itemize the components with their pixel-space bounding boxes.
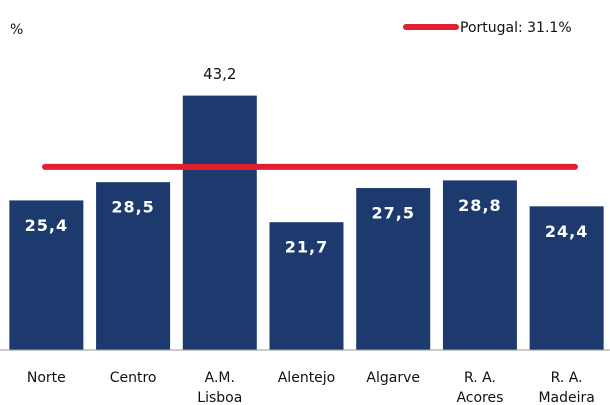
x-tick-label: R. A. Acores <box>456 370 503 405</box>
x-tick-label: Norte <box>27 370 66 386</box>
data-label: 25,4 <box>25 216 68 235</box>
data-label: 24,4 <box>545 222 588 241</box>
x-tick-label: Centro <box>110 370 157 386</box>
x-tick-label: Algarve <box>366 370 420 386</box>
bar <box>356 188 431 350</box>
data-label: 21,7 <box>285 238 328 257</box>
bar <box>442 180 517 350</box>
x-tick-label: Alentejo <box>278 370 336 386</box>
x-tick-label: R. A. Madeira <box>538 370 594 405</box>
data-label: 43,2 <box>203 65 236 83</box>
bar <box>96 182 171 350</box>
bar <box>9 200 84 350</box>
data-label: 27,5 <box>371 204 414 223</box>
bar <box>182 95 257 350</box>
bar <box>529 206 604 350</box>
y-axis-label: % <box>10 22 23 38</box>
data-label: 28,8 <box>458 196 501 215</box>
x-tick-label: A.M. Lisboa <box>197 370 242 405</box>
legend-label: Portugal: 31.1% <box>460 20 572 36</box>
data-label: 28,5 <box>111 198 154 217</box>
bar <box>269 222 344 350</box>
